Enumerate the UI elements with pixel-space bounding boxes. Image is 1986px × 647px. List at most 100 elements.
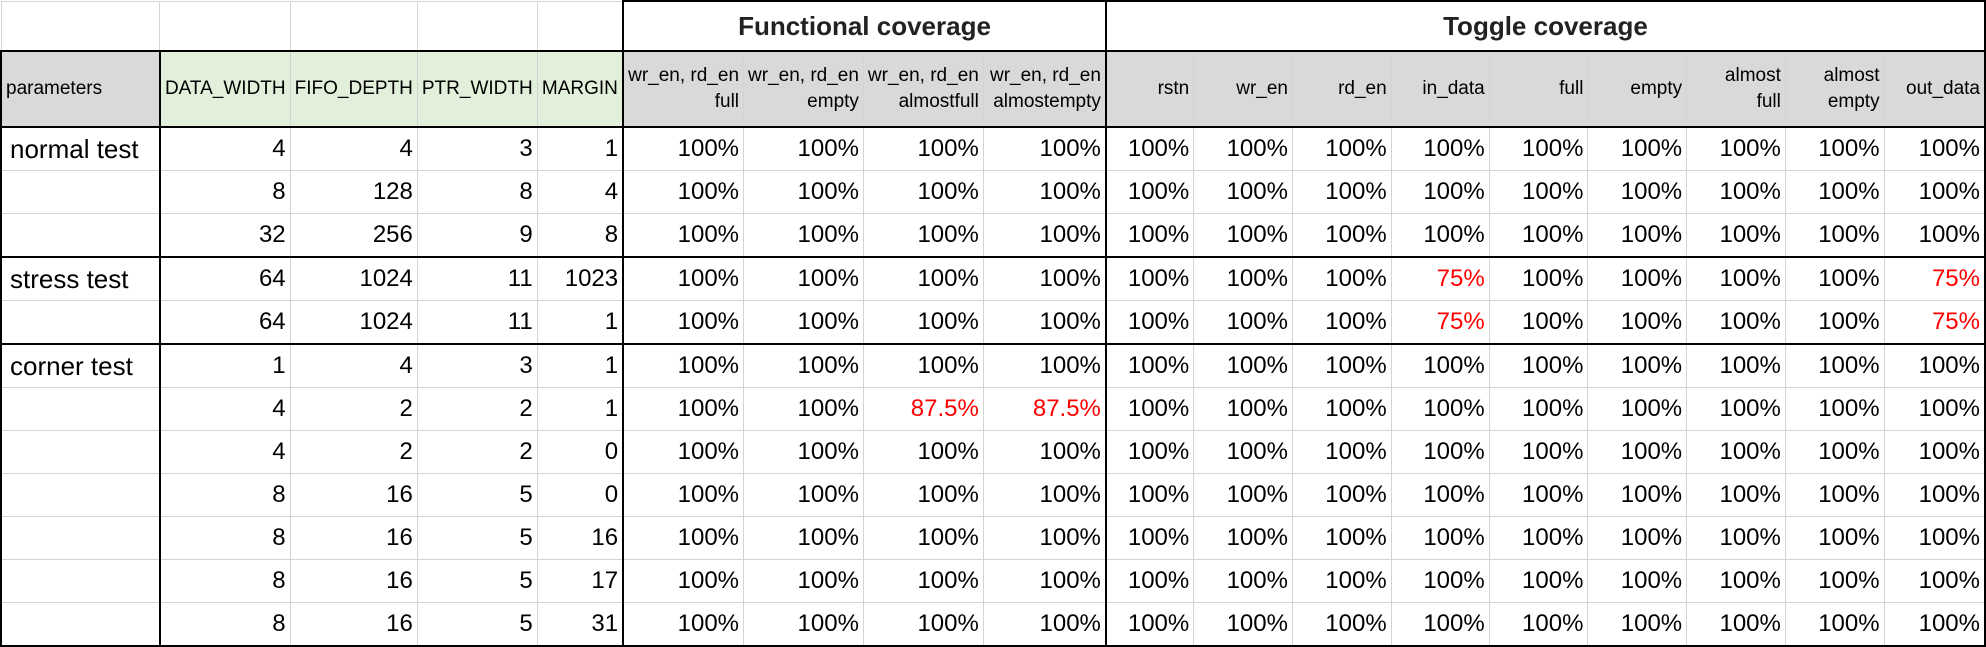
functional-cell[interactable]: 100% — [862, 126, 984, 171]
toggle-cell[interactable]: 100% — [1587, 170, 1688, 214]
param-cell[interactable]: 1 — [536, 300, 625, 345]
param-cell[interactable]: 16 — [289, 559, 418, 603]
functional-cell[interactable]: 100% — [622, 213, 745, 258]
blank-cell[interactable] — [536, 0, 625, 52]
toggle-cell[interactable]: 100% — [1488, 430, 1589, 474]
functional-cell[interactable]: 100% — [982, 343, 1107, 388]
toggle-cell[interactable]: 100% — [1291, 473, 1392, 517]
toggle-cell[interactable]: 100% — [1488, 516, 1589, 560]
functional-cell[interactable]: 100% — [862, 602, 984, 647]
param-cell[interactable]: 2 — [289, 430, 418, 474]
functional-cell[interactable]: 100% — [743, 170, 864, 214]
functional-cell[interactable]: 100% — [982, 473, 1107, 517]
param-cell[interactable]: 31 — [536, 602, 625, 647]
functional-cell[interactable]: 100% — [622, 559, 745, 603]
functional-cell[interactable]: 100% — [982, 213, 1107, 258]
toggle-cell[interactable]: 100% — [1488, 343, 1589, 388]
blank-cell[interactable] — [0, 0, 161, 52]
functional-cell[interactable]: 100% — [622, 516, 745, 560]
toggle-cell[interactable]: 100% — [1488, 387, 1589, 431]
param-cell[interactable]: 1 — [536, 343, 625, 388]
toggle-cell[interactable]: 100% — [1193, 170, 1293, 214]
toggle-cell[interactable]: 100% — [1291, 170, 1392, 214]
row-label[interactable] — [0, 387, 161, 431]
param-cell[interactable]: 2 — [289, 387, 418, 431]
toggle-cell[interactable]: 100% — [1784, 602, 1885, 647]
toggle-cell[interactable]: 100% — [1686, 213, 1786, 258]
param-cell[interactable]: 32 — [159, 213, 291, 258]
param-cell[interactable]: 1023 — [536, 256, 625, 301]
toggle-cell[interactable]: 100% — [1390, 516, 1490, 560]
param-cell[interactable]: 64 — [159, 300, 291, 345]
toggle-cell[interactable]: 100% — [1784, 126, 1885, 171]
functional-cell[interactable]: 100% — [743, 300, 864, 345]
param-cell[interactable]: 4 — [536, 170, 625, 214]
param-cell[interactable]: 8 — [159, 559, 291, 603]
row-label[interactable] — [0, 300, 161, 345]
functional-cell[interactable]: 100% — [622, 430, 745, 474]
row-label[interactable] — [0, 473, 161, 517]
functional-cell[interactable]: 87.5% — [982, 387, 1107, 431]
toggle-cell[interactable]: 100% — [1686, 559, 1786, 603]
toggle-cell[interactable]: 75% — [1390, 300, 1490, 345]
toggle-cell[interactable]: 100% — [1784, 170, 1885, 214]
toggle-cell[interactable]: 100% — [1390, 602, 1490, 647]
functional-cell[interactable]: 100% — [622, 602, 745, 647]
param-cell[interactable]: 16 — [289, 473, 418, 517]
functional-cell[interactable]: 87.5% — [862, 387, 984, 431]
functional-cell[interactable]: 100% — [982, 516, 1107, 560]
param-cell[interactable]: 1 — [159, 343, 291, 388]
param-cell[interactable]: 4 — [159, 430, 291, 474]
toggle-cell[interactable]: 100% — [1488, 559, 1589, 603]
toggle-cell[interactable]: 100% — [1291, 559, 1392, 603]
toggle-cell[interactable]: 100% — [1784, 213, 1885, 258]
toggle-cell[interactable]: 100% — [1390, 170, 1490, 214]
functional-cell[interactable]: 100% — [982, 300, 1107, 345]
param-cell[interactable]: 3 — [416, 343, 538, 388]
param-cell[interactable]: 4 — [159, 126, 291, 171]
functional-cell[interactable]: 100% — [743, 256, 864, 301]
toggle-cell[interactable]: 100% — [1291, 126, 1392, 171]
toggle-cell[interactable]: 100% — [1193, 213, 1293, 258]
param-cell[interactable]: 1024 — [289, 256, 418, 301]
toggle-cell[interactable]: 100% — [1193, 343, 1293, 388]
toggle-cell[interactable]: 100% — [1390, 213, 1490, 258]
toggle-cell[interactable]: 100% — [1193, 387, 1293, 431]
param-cell[interactable]: 8 — [416, 170, 538, 214]
functional-cell[interactable]: 100% — [862, 430, 984, 474]
toggle-cell[interactable]: 100% — [1390, 126, 1490, 171]
param-cell[interactable]: 64 — [159, 256, 291, 301]
blank-cell[interactable] — [416, 0, 538, 52]
toggle-cell[interactable]: 100% — [1883, 516, 1986, 560]
functional-cell[interactable]: 100% — [982, 430, 1107, 474]
toggle-cell[interactable]: 100% — [1390, 387, 1490, 431]
toggle-cell[interactable]: 100% — [1105, 300, 1195, 345]
functional-cell[interactable]: 100% — [622, 256, 745, 301]
toggle-cell[interactable]: 100% — [1883, 126, 1986, 171]
toggle-cell[interactable]: 100% — [1105, 213, 1195, 258]
toggle-cell[interactable]: 100% — [1488, 256, 1589, 301]
toggle-cell[interactable]: 100% — [1883, 387, 1986, 431]
functional-cell[interactable]: 100% — [743, 473, 864, 517]
toggle-cell[interactable]: 100% — [1291, 213, 1392, 258]
toggle-cell[interactable]: 100% — [1686, 170, 1786, 214]
param-cell[interactable]: 16 — [289, 516, 418, 560]
toggle-cell[interactable]: 100% — [1784, 256, 1885, 301]
toggle-cell[interactable]: 100% — [1105, 256, 1195, 301]
param-cell[interactable]: 8 — [536, 213, 625, 258]
toggle-cell[interactable]: 100% — [1291, 343, 1392, 388]
functional-cell[interactable]: 100% — [622, 387, 745, 431]
functional-cell[interactable]: 100% — [622, 300, 745, 345]
row-label[interactable] — [0, 170, 161, 214]
functional-cell[interactable]: 100% — [982, 559, 1107, 603]
param-cell[interactable]: 1 — [536, 387, 625, 431]
functional-cell[interactable]: 100% — [622, 126, 745, 171]
functional-cell[interactable]: 100% — [862, 300, 984, 345]
functional-cell[interactable]: 100% — [743, 126, 864, 171]
toggle-cell[interactable]: 100% — [1784, 559, 1885, 603]
toggle-cell[interactable]: 75% — [1883, 300, 1986, 345]
functional-cell[interactable]: 100% — [622, 170, 745, 214]
toggle-cell[interactable]: 100% — [1587, 430, 1688, 474]
param-cell[interactable]: 4 — [289, 126, 418, 171]
toggle-cell[interactable]: 100% — [1193, 559, 1293, 603]
